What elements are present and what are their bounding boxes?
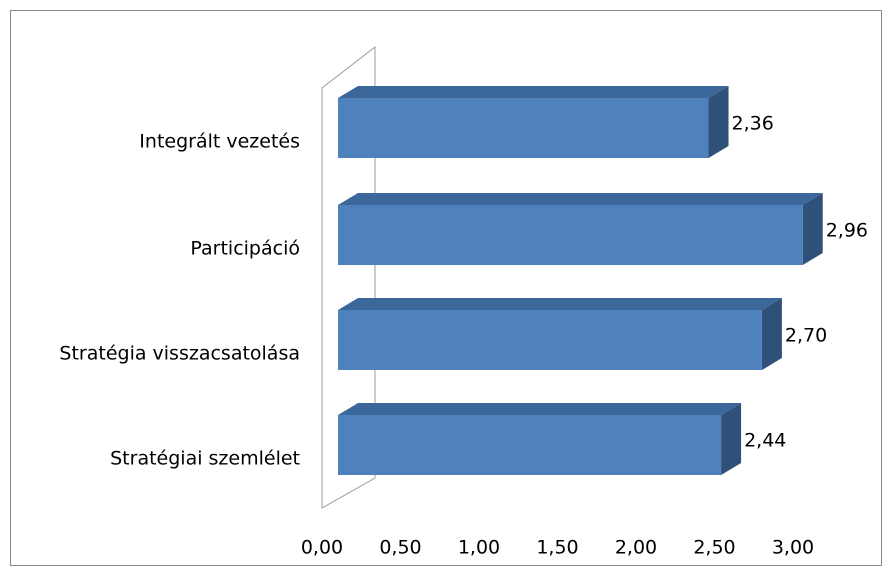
bar-side [721, 403, 742, 475]
x-tick-label: 0,50 [379, 537, 421, 559]
bar-top [338, 86, 729, 98]
value-label: 2,70 [785, 325, 827, 347]
bar [338, 98, 709, 158]
value-label: 2,36 [732, 113, 774, 135]
x-tick-label: 2,50 [693, 537, 735, 559]
y-tick-label: Stratégiai szemlélet [110, 448, 300, 470]
y-tick-label: Participáció [190, 238, 300, 260]
bar-top [338, 403, 742, 415]
x-tick-label: 0,00 [301, 537, 343, 559]
back-wall [321, 45, 376, 509]
x-tick-label: 1,00 [458, 537, 500, 559]
x-tick-label: 1,50 [536, 537, 578, 559]
bar-side [761, 298, 782, 370]
bar-top [338, 193, 823, 205]
bar-top [338, 298, 782, 310]
x-tick-label: 2,00 [615, 537, 657, 559]
value-label: 2,96 [826, 220, 868, 242]
bar [338, 205, 803, 265]
bar-side [802, 193, 823, 265]
bar [338, 310, 762, 370]
bar-side [708, 86, 729, 158]
value-label: 2,44 [744, 430, 786, 452]
x-tick-label: 3,00 [772, 537, 814, 559]
y-tick-label: Integrált vezetés [139, 131, 300, 153]
bar [338, 415, 722, 475]
y-tick-label: Stratégia visszacsatolása [59, 343, 300, 365]
